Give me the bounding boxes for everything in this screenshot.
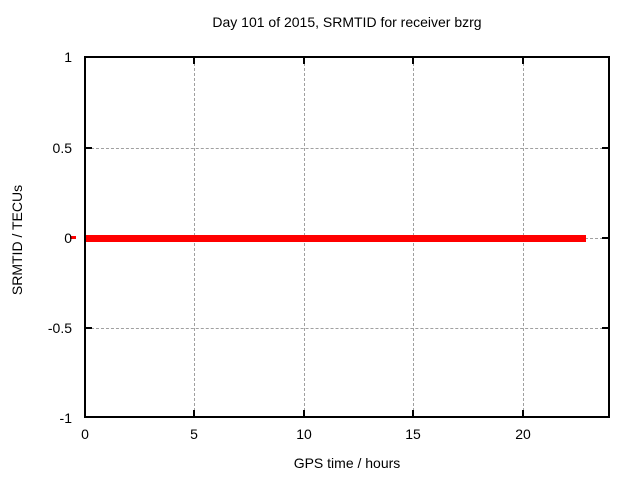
tick-top-10 bbox=[303, 58, 305, 64]
plot-border bbox=[84, 56, 610, 418]
series-srmtid-line-start-nub bbox=[70, 236, 76, 239]
chart-title: Day 101 of 2015, SRMTID for receiver bzr… bbox=[212, 14, 482, 30]
y-axis-label: SRMTID / TECUs bbox=[9, 184, 25, 296]
ytick-label--1: -1 bbox=[59, 410, 72, 426]
tick-top-5 bbox=[193, 58, 195, 64]
gridline-y-0.5 bbox=[86, 148, 608, 149]
tick-left-0.5 bbox=[86, 147, 92, 149]
ytick-label-1: 1 bbox=[64, 49, 72, 65]
tick-bottom-15 bbox=[412, 410, 414, 416]
gridline-y--0.5 bbox=[86, 328, 608, 329]
x-axis-label: GPS time / hours bbox=[293, 455, 401, 471]
tick-top-20 bbox=[522, 58, 524, 64]
tick-bottom-20 bbox=[522, 410, 524, 416]
xtick-label-20: 20 bbox=[515, 426, 531, 442]
tick-top-15 bbox=[412, 58, 414, 64]
xtick-label-5: 5 bbox=[190, 426, 198, 442]
tick-right-0.5 bbox=[602, 147, 608, 149]
tick-bottom-10 bbox=[303, 410, 305, 416]
xtick-label-15: 15 bbox=[405, 426, 421, 442]
ytick-label--0.5: -0.5 bbox=[47, 320, 72, 336]
xtick-label-10: 10 bbox=[296, 426, 312, 442]
tick-right--0.5 bbox=[602, 327, 608, 329]
ytick-label-0.5: 0.5 bbox=[52, 140, 72, 156]
tick-bottom-5 bbox=[193, 410, 195, 416]
ytick-label-0: 0 bbox=[64, 230, 72, 246]
xtick-label-0: 0 bbox=[81, 426, 89, 442]
series-srmtid-line bbox=[86, 235, 586, 242]
tick-right-0 bbox=[602, 237, 608, 239]
tick-left--0.5 bbox=[86, 327, 92, 329]
